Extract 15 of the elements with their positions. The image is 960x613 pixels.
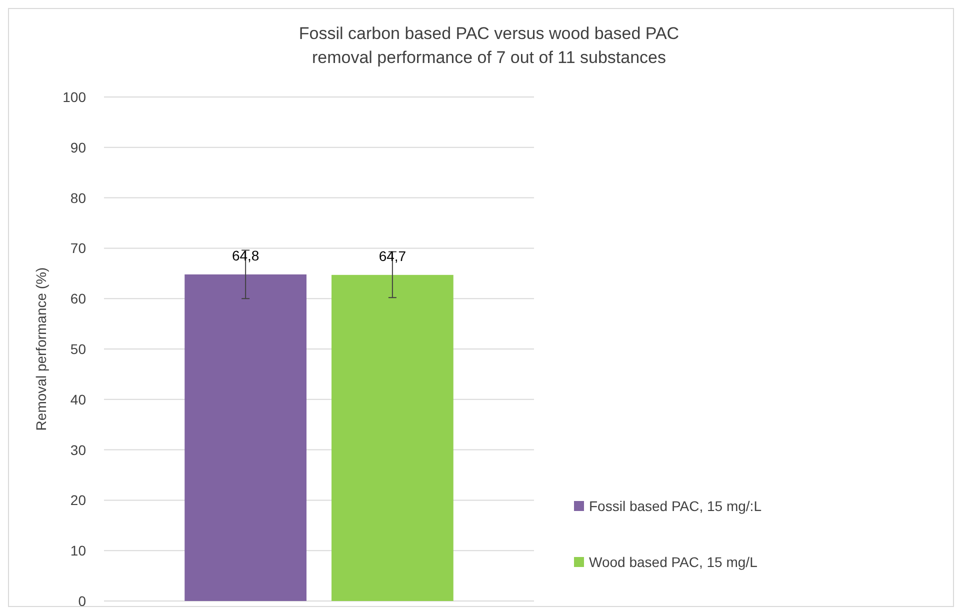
y-tick-label: 10	[70, 542, 86, 559]
y-tick-label: 80	[70, 190, 86, 206]
y-tick-label: 70	[70, 240, 86, 256]
y-tick-label: 90	[70, 139, 86, 156]
legend-label: Wood based PAC, 15 mg/L	[589, 554, 758, 570]
chart-title: Fossil carbon based PAC versus wood based PAC removal performance of 7 out of 11 substances	[298, 24, 680, 67]
y-tick-label: 50	[70, 341, 86, 357]
legend-label: Fossil based PAC, 15 mg/:L	[589, 498, 762, 514]
y-tick-label: 20	[70, 492, 86, 508]
y-tick-label: 100	[62, 89, 86, 105]
y-tick-label: 40	[70, 391, 86, 408]
y-axis-title: Removal performance (%)	[33, 267, 49, 431]
y-tick-label: 30	[70, 442, 86, 458]
y-tick-label: 60	[70, 290, 86, 307]
y-tick-label: 0	[78, 593, 86, 609]
